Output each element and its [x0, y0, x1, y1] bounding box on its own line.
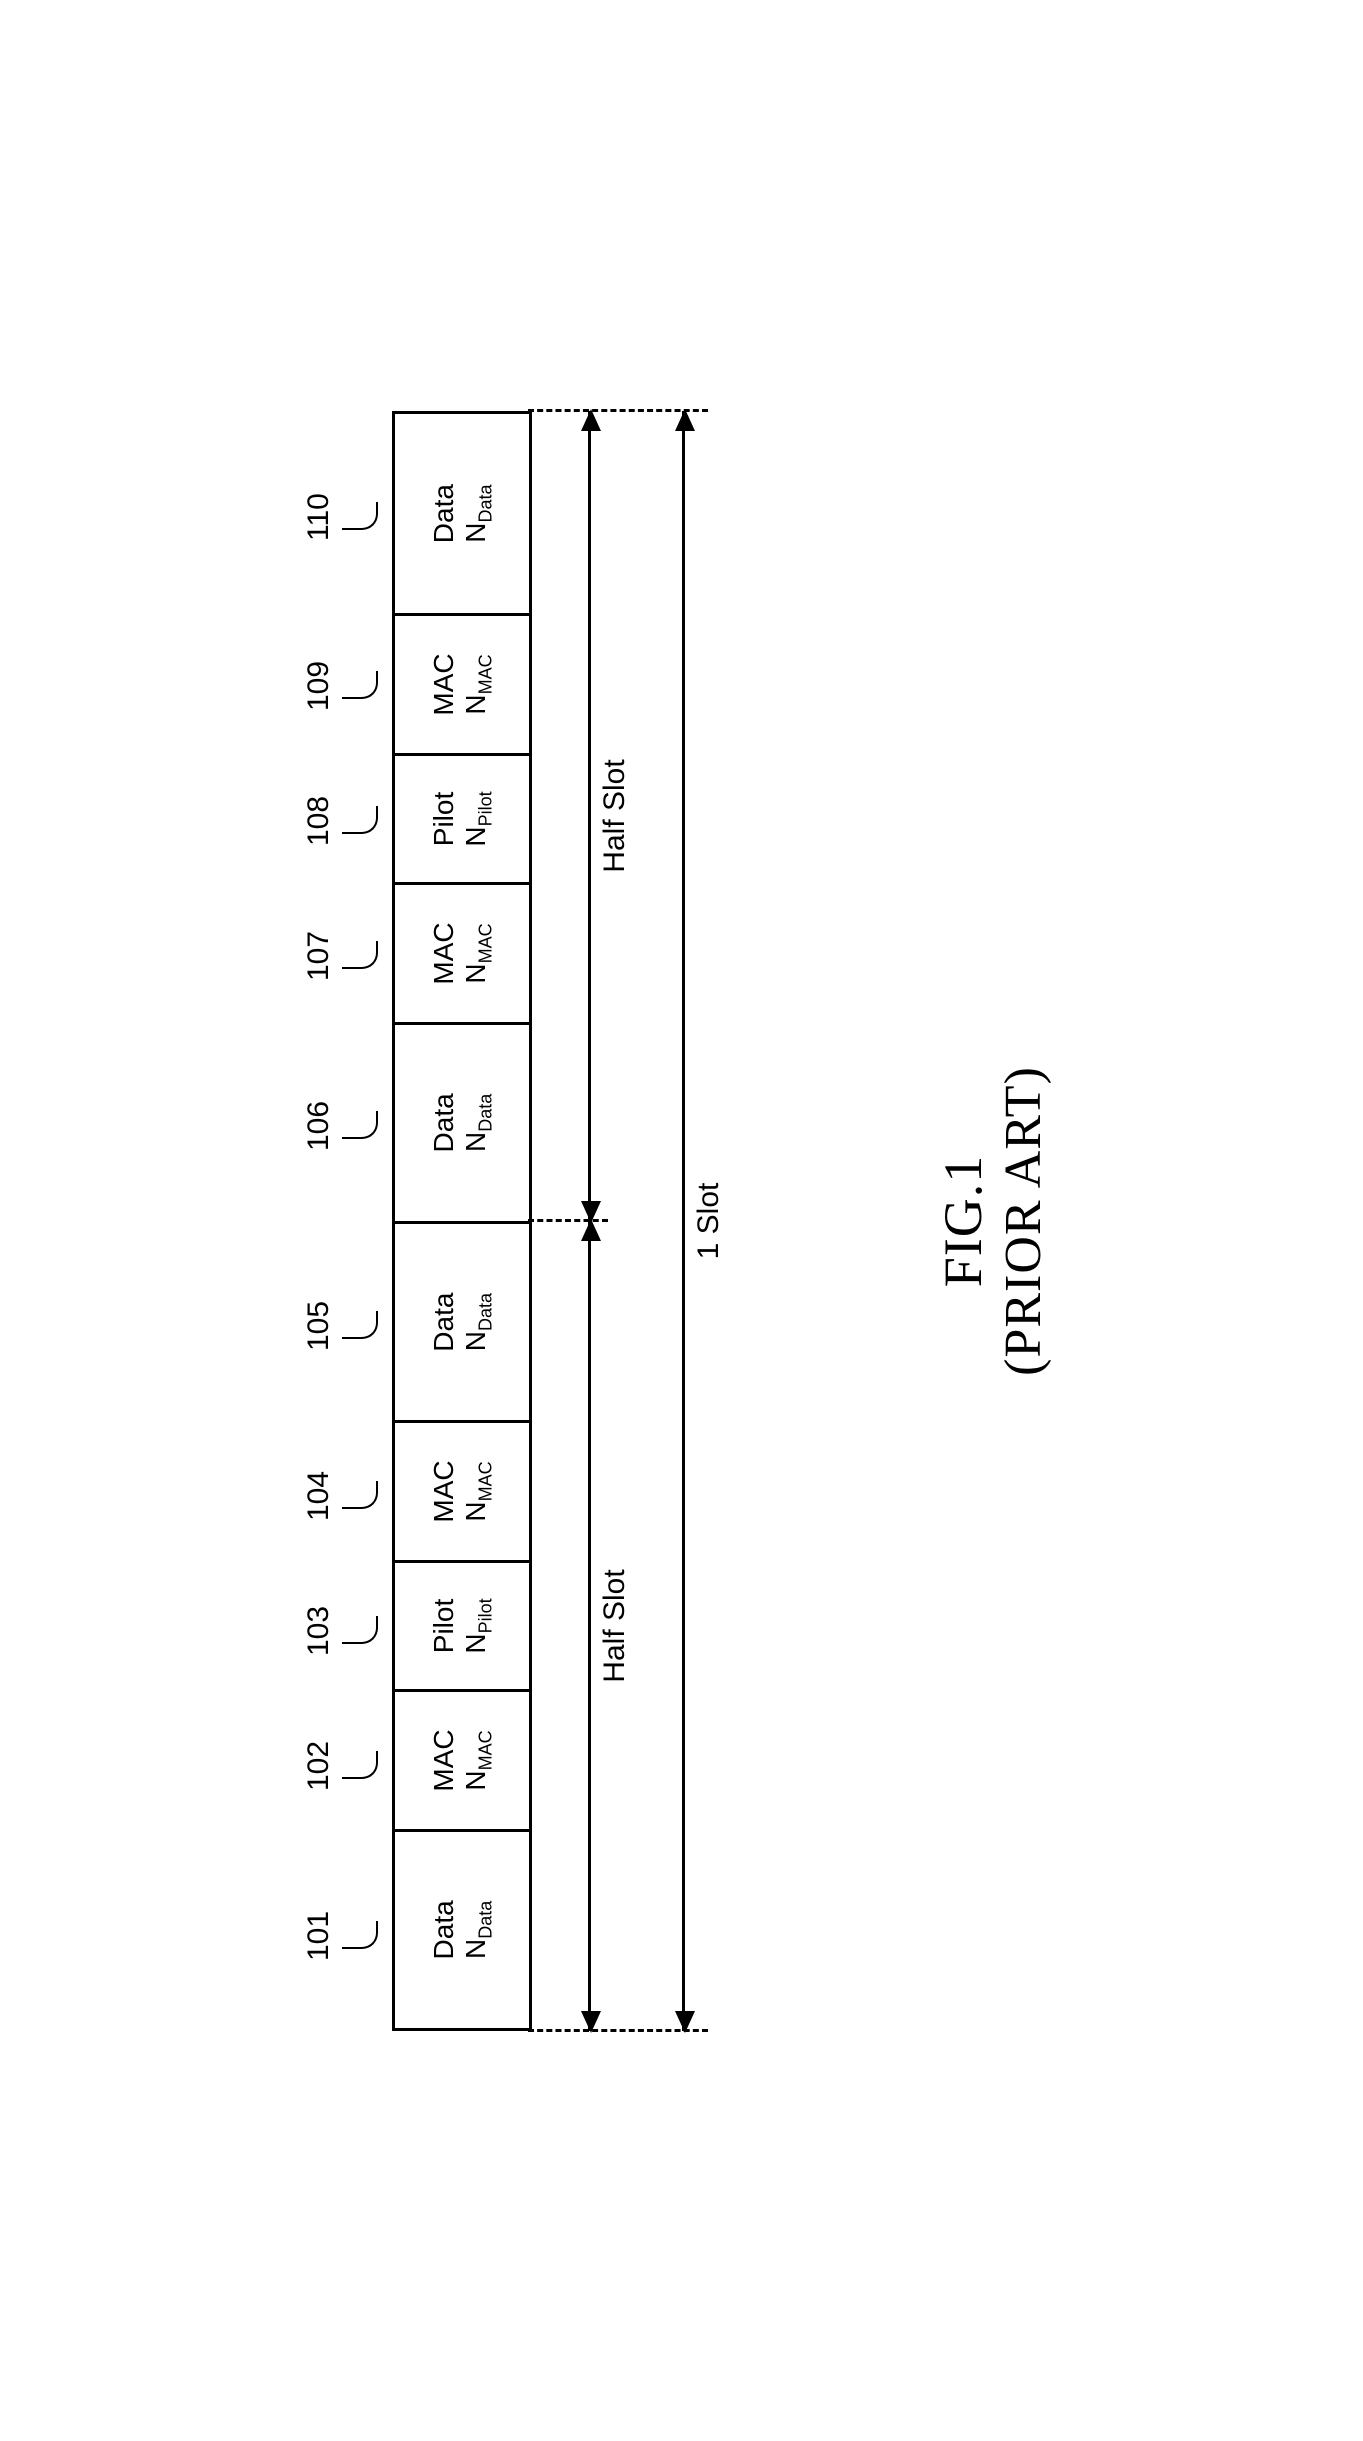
ref-leader-line — [336, 1918, 382, 1952]
figure-caption: FIG.1 (PRIOR ART) — [932, 411, 1053, 2031]
ref-number: 105 — [302, 1300, 336, 1350]
caption-line-1: FIG.1 — [932, 411, 994, 2031]
dim-full-slot-label: 1 Slot — [692, 1176, 726, 1265]
reference-numerals-row: 101 102 103 104 105 106 107 108 109 110 — [302, 411, 392, 2031]
cell-103: PilotNPilot — [395, 1559, 529, 1689]
dim-half-slot-right-label: Half Slot — [598, 753, 632, 878]
cell-n-label: NData — [459, 1292, 495, 1350]
page: 101102103104105106107108109110 DataNData… — [0, 0, 1363, 2441]
cell-n-label: NMAC — [459, 923, 495, 983]
cell-label: Pilot — [427, 1598, 459, 1652]
ref-106: 106 — [302, 1100, 382, 1150]
cell-109: MACNMAC — [395, 613, 529, 752]
cell-n-label: NPilot — [459, 791, 495, 846]
ref-110: 110 — [302, 493, 382, 541]
ref-number: 102 — [302, 1740, 336, 1790]
cell-n-label: NMAC — [459, 1730, 495, 1790]
cell-101: DataNData — [395, 1828, 529, 2027]
cell-label: Pilot — [427, 791, 459, 845]
ref-leader-line — [336, 1613, 382, 1647]
dim-full-slot — [682, 411, 685, 2031]
cell-107: MACNMAC — [395, 882, 529, 1021]
ref-107: 107 — [302, 930, 382, 980]
ref-109: 109 — [302, 660, 382, 710]
cell-110: DataNData — [395, 413, 529, 612]
ref-102: 102 — [302, 1740, 382, 1790]
ref-leader-line — [336, 1748, 382, 1782]
cell-label: MAC — [427, 653, 459, 715]
dim-half-slot-right — [588, 411, 591, 1221]
ref-number: 108 — [302, 795, 336, 845]
ref-number: 110 — [302, 493, 336, 541]
ref-leader-line — [336, 803, 382, 837]
cell-n-label: NMAC — [459, 654, 495, 714]
cell-label: Data — [427, 1900, 459, 1959]
ref-leader-line — [336, 668, 382, 702]
ref-number: 103 — [302, 1605, 336, 1655]
ref-105: 105 — [302, 1300, 382, 1350]
cell-label: Data — [427, 1292, 459, 1351]
cell-n-label: NData — [459, 1093, 495, 1151]
cell-label: Data — [427, 484, 459, 543]
ref-number: 106 — [302, 1100, 336, 1150]
ref-leader-line — [336, 1108, 382, 1142]
cell-n-label: NMAC — [459, 1461, 495, 1521]
ref-103: 103 — [302, 1605, 382, 1655]
ref-leader-line — [336, 500, 382, 534]
ref-104: 104 — [302, 1470, 382, 1520]
cell-label: Data — [427, 1093, 459, 1152]
ref-number: 107 — [302, 930, 336, 980]
dim-half-slot-left — [588, 1221, 591, 2031]
cell-n-label: NData — [459, 484, 495, 542]
dim-half-slot-left-label: Half Slot — [598, 1563, 632, 1688]
cell-n-label: NPilot — [459, 1598, 495, 1653]
cell-label: MAC — [427, 1460, 459, 1522]
ref-108: 108 — [302, 795, 382, 845]
ref-leader-line — [336, 938, 382, 972]
ref-leader-line — [336, 1308, 382, 1342]
caption-line-2: (PRIOR ART) — [994, 411, 1053, 2031]
ref-number: 101 — [302, 1910, 336, 1960]
ref-101: 101 — [302, 1910, 382, 1960]
ref-number: 109 — [302, 660, 336, 710]
cell-n-label: NData — [459, 1900, 495, 1958]
cell-106: DataNData — [395, 1021, 529, 1220]
cell-105: DataNData — [395, 1220, 529, 1419]
ref-number: 104 — [302, 1470, 336, 1520]
cell-label: MAC — [427, 922, 459, 984]
cell-108: PilotNPilot — [395, 752, 529, 882]
cell-label: MAC — [427, 1729, 459, 1791]
ref-leader-line — [336, 1478, 382, 1512]
cell-102: MACNMAC — [395, 1689, 529, 1828]
cell-104: MACNMAC — [395, 1420, 529, 1559]
slot-structure-diagram: 101102103104105106107108109110 DataNData… — [302, 411, 1062, 2031]
slot-row: DataNDataMACNMACPilotNPilotMACNMACDataND… — [392, 411, 532, 2031]
dimension-brackets: Half Slot Half Slot 1 Slot — [532, 411, 762, 2031]
